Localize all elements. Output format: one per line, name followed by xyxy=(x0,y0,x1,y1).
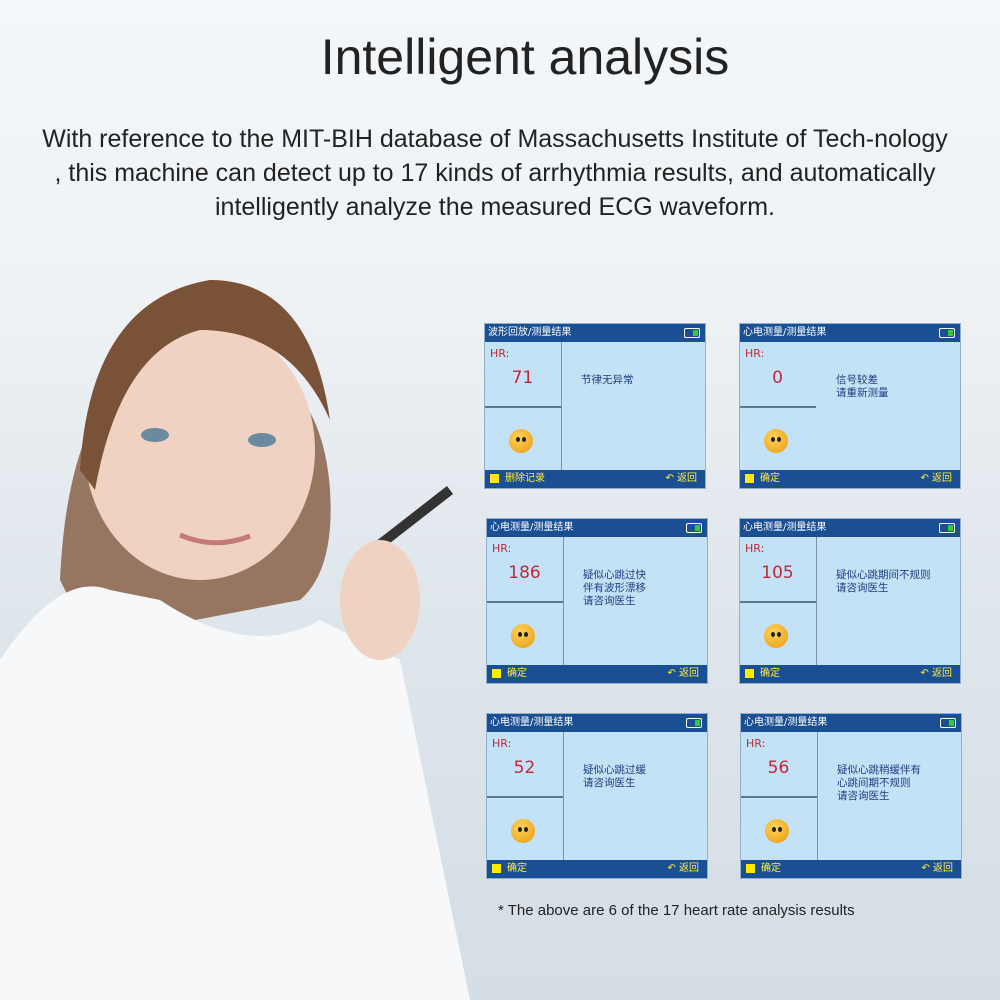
confirm-key-icon xyxy=(492,669,501,678)
happy-face-icon xyxy=(509,429,533,453)
battery-icon xyxy=(940,718,956,728)
screen-footer: 确定 ↶ 返回 xyxy=(740,665,960,683)
battery-icon xyxy=(684,328,700,338)
hr-label: HR: xyxy=(490,347,510,360)
divider xyxy=(740,601,816,603)
action-button[interactable]: 确定 xyxy=(507,863,527,874)
hr-value: 186 xyxy=(508,563,541,583)
screen-header: 心电测量/测量结果 xyxy=(741,714,961,732)
ecg-result-screen: 心电测量/测量结果 HR: 52 疑似心跳过缓 请咨询医生 确定 ↶ 返回 xyxy=(486,713,708,879)
back-button[interactable]: ↶ 返回 xyxy=(920,668,952,679)
divider xyxy=(817,732,818,860)
back-button[interactable]: ↶ 返回 xyxy=(921,863,953,874)
divider xyxy=(816,537,817,665)
divider xyxy=(487,601,563,603)
analysis-message: 疑似心跳期间不规则 请咨询医生 xyxy=(836,569,931,594)
battery-icon xyxy=(686,523,702,533)
divider xyxy=(561,342,562,470)
screen-title: 心电测量/测量结果 xyxy=(490,717,574,728)
battery-icon xyxy=(939,328,955,338)
analysis-message: 疑似心跳稍缓伴有 心跳间期不规则 请咨询医生 xyxy=(837,764,921,802)
divider xyxy=(563,537,564,665)
page-title: Intelligent analysis xyxy=(320,29,730,85)
screen-header: 心电测量/测量结果 xyxy=(487,519,707,537)
hr-label: HR: xyxy=(745,347,765,360)
screen-header: 波形回放/测量结果 xyxy=(485,324,705,342)
screen-title: 心电测量/测量结果 xyxy=(743,522,827,533)
analysis-message: 节律无异常 xyxy=(581,374,634,386)
battery-icon xyxy=(686,718,702,728)
woman-photo xyxy=(0,280,470,1000)
confirm-key-icon xyxy=(745,474,754,483)
action-button[interactable]: 确定 xyxy=(507,668,527,679)
back-label: 返回 xyxy=(679,863,699,874)
confirm-key-icon xyxy=(745,669,754,678)
ecg-result-screen: 波形回放/测量结果 HR: 71 节律无异常 删除记录 ↶ 返回 xyxy=(484,323,706,489)
back-button[interactable]: ↶ 返回 xyxy=(667,668,699,679)
hr-value: 71 xyxy=(511,368,534,388)
action-button[interactable]: 确定 xyxy=(760,668,780,679)
analysis-message: 疑似心跳过快 伴有波形漂移 请咨询医生 xyxy=(583,569,646,607)
screen-footer: 确定 ↶ 返回 xyxy=(487,665,707,683)
neutral-face-icon xyxy=(764,429,788,453)
analysis-message: 疑似心跳过缓 请咨询医生 xyxy=(583,764,646,789)
screen-footer: 删除记录 ↶ 返回 xyxy=(485,470,705,488)
divider xyxy=(740,406,816,408)
hr-label: HR: xyxy=(492,737,512,750)
divider xyxy=(563,732,564,860)
confirm-key-icon xyxy=(746,864,755,873)
action-button[interactable]: 确定 xyxy=(760,473,780,484)
screen-title: 心电测量/测量结果 xyxy=(743,327,827,338)
divider xyxy=(487,796,563,798)
screen-title: 波形回放/测量结果 xyxy=(488,327,572,338)
ecg-result-screen: 心电测量/测量结果 HR: 105 疑似心跳期间不规则 请咨询医生 确定 ↶ 返回 xyxy=(739,518,961,684)
sad-face-icon xyxy=(511,819,535,843)
footnote: * The above are 6 of the 17 heart rate a… xyxy=(498,902,855,919)
screen-title: 心电测量/测量结果 xyxy=(744,717,828,728)
back-label: 返回 xyxy=(679,668,699,679)
battery-icon xyxy=(939,523,955,533)
screen-header: 心电测量/测量结果 xyxy=(740,519,960,537)
screen-footer: 确定 ↶ 返回 xyxy=(740,470,960,488)
ecg-result-screen: 心电测量/测量结果 HR: 186 疑似心跳过快 伴有波形漂移 请咨询医生 确定… xyxy=(486,518,708,684)
screen-header: 心电测量/测量结果 xyxy=(740,324,960,342)
confirm-key-icon xyxy=(492,864,501,873)
analysis-message: 信号较差 请重新测量 xyxy=(836,374,889,399)
hr-value: 0 xyxy=(772,368,783,388)
confirm-key-icon xyxy=(490,474,499,483)
back-label: 返回 xyxy=(933,863,953,874)
back-label: 返回 xyxy=(932,668,952,679)
action-button[interactable]: 确定 xyxy=(761,863,781,874)
back-label: 返回 xyxy=(677,473,697,484)
hr-label: HR: xyxy=(745,542,765,555)
back-label: 返回 xyxy=(932,473,952,484)
action-button[interactable]: 删除记录 xyxy=(505,473,545,484)
hr-value: 52 xyxy=(513,758,536,778)
back-button[interactable]: ↶ 返回 xyxy=(920,473,952,484)
divider xyxy=(741,796,817,798)
description: With reference to the MIT-BIH database o… xyxy=(42,125,948,221)
sad-face-icon xyxy=(511,624,535,648)
hr-value: 56 xyxy=(767,758,790,778)
sad-face-icon xyxy=(765,819,789,843)
ecg-result-screen: 心电测量/测量结果 HR: 0 信号较差 请重新测量 确定 ↶ 返回 xyxy=(739,323,961,489)
hr-label: HR: xyxy=(746,737,766,750)
back-button[interactable]: ↶ 返回 xyxy=(665,473,697,484)
hr-value: 105 xyxy=(761,563,794,583)
screen-footer: 确定 ↶ 返回 xyxy=(741,860,961,878)
screen-header: 心电测量/测量结果 xyxy=(487,714,707,732)
back-button[interactable]: ↶ 返回 xyxy=(667,863,699,874)
hr-label: HR: xyxy=(492,542,512,555)
screen-title: 心电测量/测量结果 xyxy=(490,522,574,533)
sad-face-icon xyxy=(764,624,788,648)
screen-footer: 确定 ↶ 返回 xyxy=(487,860,707,878)
ecg-result-screen: 心电测量/测量结果 HR: 56 疑似心跳稍缓伴有 心跳间期不规则 请咨询医生 … xyxy=(740,713,962,879)
divider xyxy=(485,406,561,408)
